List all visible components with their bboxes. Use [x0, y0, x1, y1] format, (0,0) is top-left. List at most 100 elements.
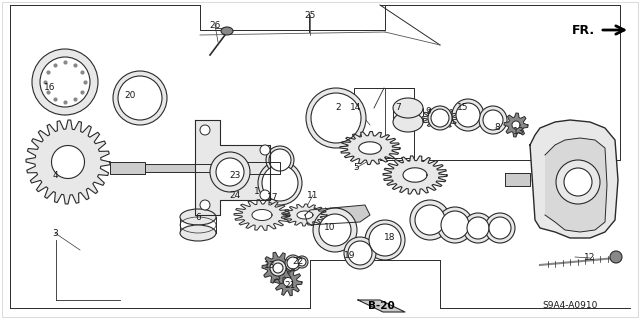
Ellipse shape	[319, 214, 351, 246]
Ellipse shape	[180, 225, 216, 241]
Text: 7: 7	[395, 103, 401, 113]
Ellipse shape	[296, 256, 308, 268]
Polygon shape	[252, 210, 272, 220]
Ellipse shape	[441, 211, 469, 239]
Ellipse shape	[270, 260, 286, 276]
Ellipse shape	[489, 217, 511, 239]
Polygon shape	[26, 120, 110, 204]
Polygon shape	[145, 164, 230, 172]
Text: 17: 17	[268, 194, 279, 203]
Text: 19: 19	[344, 250, 356, 259]
Text: 11: 11	[307, 190, 319, 199]
Polygon shape	[262, 252, 294, 284]
Text: 14: 14	[350, 103, 362, 113]
Text: 24: 24	[229, 190, 241, 199]
Ellipse shape	[456, 103, 480, 127]
Bar	[354, 88, 414, 158]
Ellipse shape	[452, 99, 484, 131]
Ellipse shape	[221, 27, 233, 35]
Text: 4: 4	[52, 170, 58, 180]
Text: 18: 18	[384, 234, 396, 242]
Ellipse shape	[431, 109, 449, 127]
Ellipse shape	[258, 161, 302, 205]
Polygon shape	[545, 138, 607, 232]
Ellipse shape	[344, 237, 376, 269]
Text: 9: 9	[425, 108, 431, 116]
Ellipse shape	[393, 98, 423, 118]
Ellipse shape	[311, 93, 361, 143]
Ellipse shape	[393, 112, 423, 132]
Ellipse shape	[485, 213, 515, 243]
Ellipse shape	[269, 149, 291, 171]
Ellipse shape	[180, 209, 216, 225]
Polygon shape	[52, 145, 84, 179]
Text: 21: 21	[284, 280, 296, 290]
Ellipse shape	[260, 190, 270, 200]
Polygon shape	[358, 300, 405, 312]
Polygon shape	[504, 113, 528, 137]
Text: 20: 20	[124, 91, 136, 100]
Text: S9A4-A0910: S9A4-A0910	[542, 301, 598, 310]
Ellipse shape	[428, 106, 452, 130]
Ellipse shape	[610, 251, 622, 263]
Ellipse shape	[348, 241, 372, 265]
Ellipse shape	[467, 217, 489, 239]
Polygon shape	[195, 120, 270, 215]
Ellipse shape	[40, 57, 90, 107]
Ellipse shape	[287, 257, 299, 269]
Ellipse shape	[298, 258, 306, 266]
Ellipse shape	[266, 146, 294, 174]
Text: 6: 6	[195, 213, 201, 222]
Text: 5: 5	[353, 164, 359, 173]
Polygon shape	[274, 268, 302, 296]
Text: 25: 25	[304, 11, 316, 19]
Text: 15: 15	[457, 103, 468, 113]
Text: 26: 26	[209, 20, 221, 29]
Ellipse shape	[216, 158, 244, 186]
Polygon shape	[110, 162, 145, 174]
Text: 2: 2	[335, 103, 341, 113]
Text: 16: 16	[44, 84, 56, 93]
Text: FR.: FR.	[572, 24, 595, 36]
Ellipse shape	[369, 224, 401, 256]
Polygon shape	[273, 263, 284, 273]
Text: 22: 22	[292, 257, 303, 266]
Polygon shape	[283, 204, 327, 226]
Ellipse shape	[285, 255, 301, 271]
Polygon shape	[340, 131, 400, 165]
Polygon shape	[512, 121, 520, 129]
Polygon shape	[284, 278, 292, 286]
Ellipse shape	[273, 263, 283, 273]
Polygon shape	[530, 120, 618, 238]
Ellipse shape	[365, 220, 405, 260]
Text: 1: 1	[254, 188, 260, 197]
Polygon shape	[305, 205, 370, 225]
Text: 12: 12	[584, 254, 596, 263]
Polygon shape	[505, 173, 530, 186]
Ellipse shape	[32, 49, 98, 115]
Text: 10: 10	[324, 224, 336, 233]
Ellipse shape	[210, 152, 250, 192]
Text: 13: 13	[513, 128, 525, 137]
Text: 23: 23	[229, 170, 241, 180]
Polygon shape	[359, 142, 381, 154]
Ellipse shape	[118, 76, 162, 120]
Polygon shape	[297, 211, 313, 219]
Ellipse shape	[262, 165, 298, 201]
Text: 13: 13	[264, 261, 276, 270]
Polygon shape	[230, 162, 280, 174]
Polygon shape	[403, 168, 427, 182]
Polygon shape	[433, 114, 447, 122]
Ellipse shape	[410, 200, 450, 240]
Ellipse shape	[564, 168, 592, 196]
Ellipse shape	[260, 145, 270, 155]
Ellipse shape	[463, 213, 493, 243]
Ellipse shape	[479, 106, 507, 134]
Text: 8: 8	[494, 123, 500, 132]
Ellipse shape	[437, 207, 473, 243]
Ellipse shape	[200, 200, 210, 210]
Polygon shape	[422, 107, 458, 129]
Ellipse shape	[556, 160, 600, 204]
Ellipse shape	[313, 208, 357, 252]
Text: B-20: B-20	[367, 301, 394, 311]
